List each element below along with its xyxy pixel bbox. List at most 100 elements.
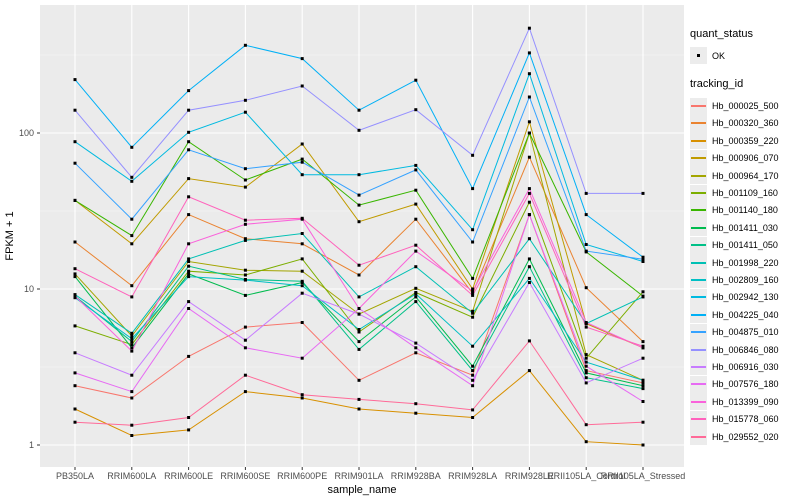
y-tick-label: 1 [29, 440, 34, 450]
series-color-swatch [691, 157, 706, 160]
data-point-marker [357, 220, 361, 224]
data-point-marker [130, 349, 134, 353]
data-point-marker [471, 276, 475, 280]
data-point-marker [527, 187, 531, 191]
data-point-marker [187, 213, 191, 217]
data-point-marker [357, 312, 361, 316]
data-point-marker [527, 369, 531, 373]
data-point-marker [130, 331, 134, 335]
data-point-marker [584, 371, 588, 375]
data-point-marker [357, 340, 361, 344]
data-point-marker [357, 328, 361, 331]
legend-item-tracking-id: Hb_029552_020 [690, 428, 800, 445]
data-point-marker [471, 344, 475, 348]
data-point-marker [414, 249, 418, 253]
data-point-marker [73, 420, 77, 424]
data-point-marker [357, 407, 361, 411]
legend-key-box [690, 306, 707, 324]
data-point-marker [527, 51, 531, 55]
data-point-marker [471, 315, 475, 319]
data-point-marker [414, 295, 418, 299]
data-point-marker [527, 131, 531, 135]
data-point-marker [130, 334, 134, 338]
data-point-marker [414, 78, 418, 82]
data-point-marker [527, 191, 531, 195]
x-tick-label: RRIM600LA [107, 471, 156, 481]
y-axis-title: FPKM + 1 [4, 211, 16, 260]
x-tick-label: RRIM600PE [277, 471, 327, 481]
data-point-marker [187, 140, 191, 144]
data-point-marker [584, 376, 588, 380]
legend-item-tracking-id: Hb_000359_220 [690, 132, 800, 150]
data-point-marker [73, 267, 77, 271]
data-point-marker [300, 57, 304, 61]
legend-item-label: Hb_015778_060 [712, 414, 779, 425]
legend-item-tracking-id: Hb_015778_060 [690, 410, 800, 428]
data-point-marker [243, 43, 247, 47]
data-point-marker [73, 240, 77, 244]
data-point-marker [243, 167, 247, 171]
data-point-marker [641, 191, 645, 195]
legend-item-label: Hb_000964_170 [712, 170, 779, 181]
data-point-marker [187, 269, 191, 273]
data-point-marker [300, 279, 304, 283]
data-point-marker [641, 255, 645, 259]
legend-item-label: Hb_004875_010 [712, 327, 779, 338]
data-point-marker [641, 260, 645, 263]
data-point-marker [73, 371, 77, 375]
legend-item-label: Hb_001411_030 [712, 222, 778, 233]
data-point-marker [243, 110, 247, 114]
data-point-marker [414, 351, 418, 355]
data-point-marker [243, 346, 247, 350]
legend-key-box [690, 47, 707, 65]
legend-item-tracking-id: Hb_001411_030 [690, 219, 800, 237]
legend-item-label: Hb_000906_070 [712, 153, 779, 164]
data-point-marker [130, 337, 134, 341]
legend-title-tracking-id: tracking_id [690, 78, 744, 91]
data-point-marker [357, 193, 361, 197]
data-point-marker [471, 228, 475, 232]
x-tick-label: RRIM928LE [505, 471, 554, 481]
data-point-marker [641, 381, 645, 385]
legend-item-tracking-id: Hb_006916_030 [690, 358, 800, 376]
data-point-marker [471, 187, 475, 191]
legend-key-box [690, 254, 707, 272]
legend-item-label: Hb_006846_080 [712, 344, 779, 355]
data-point-marker [73, 296, 77, 300]
data-point-marker [527, 265, 531, 269]
data-point-marker [73, 407, 77, 411]
data-point-marker [471, 416, 475, 419]
data-point-marker [300, 393, 304, 397]
data-point-marker [527, 200, 531, 204]
legend-item-label: Hb_007576_180 [712, 379, 779, 390]
data-point-marker [187, 257, 191, 261]
legend-key-box [690, 236, 707, 254]
data-point-marker [414, 168, 418, 172]
data-point-marker [471, 293, 475, 297]
legend-item-label: Hb_000025_500 [712, 101, 779, 112]
data-point-marker [300, 257, 304, 261]
legend-item-tracking-id: Hb_001998_220 [690, 254, 800, 272]
data-point-marker [243, 278, 247, 282]
legend-key-box [690, 167, 707, 185]
data-point-marker [130, 284, 134, 288]
series-color-swatch [691, 313, 706, 316]
series-color-swatch [691, 139, 706, 142]
series-color-swatch [691, 122, 706, 125]
series-color-swatch [691, 192, 706, 195]
legend-item-label: OK [712, 50, 726, 61]
data-point-marker [641, 356, 645, 360]
data-point-marker [243, 185, 247, 189]
data-point-marker [300, 160, 304, 164]
series-color-swatch [691, 244, 706, 247]
x-tick-label: RRII105LA_Control [547, 471, 625, 481]
data-point-marker [243, 268, 247, 272]
data-point-marker [73, 294, 77, 298]
data-point-marker [357, 347, 361, 351]
data-point-marker [187, 416, 191, 419]
series-color-swatch [691, 435, 706, 438]
data-point-marker [584, 249, 588, 253]
legend-key-box [690, 358, 707, 376]
data-point-marker [187, 177, 191, 181]
data-point-marker [130, 179, 134, 183]
